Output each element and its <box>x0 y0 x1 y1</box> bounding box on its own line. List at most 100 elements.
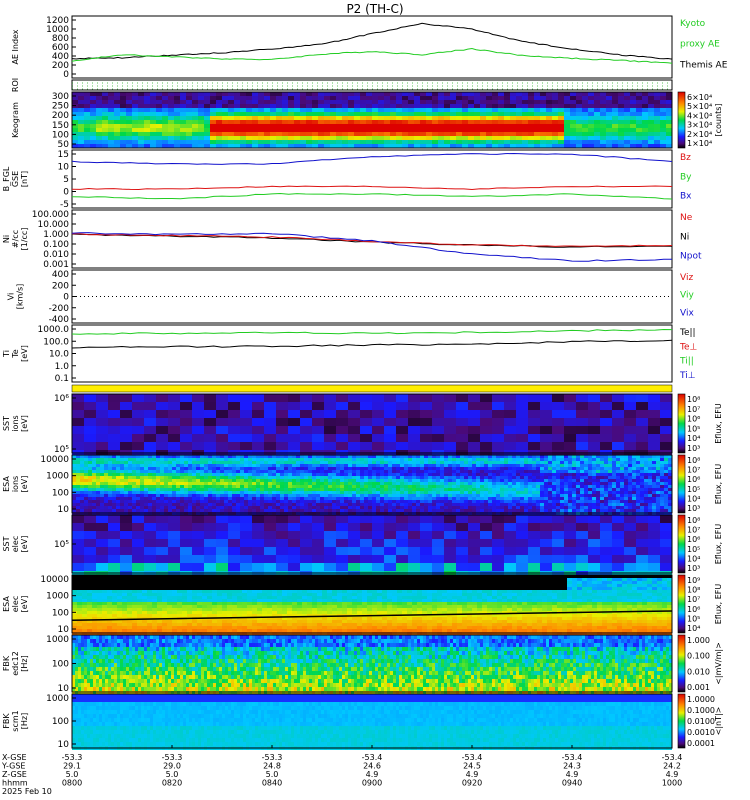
esa-ion-cell <box>320 473 324 476</box>
esa-ion-cell <box>352 503 356 506</box>
esa-ion-cell <box>324 500 328 503</box>
esa-ion-cell <box>280 464 284 467</box>
keogram-cell <box>432 108 438 112</box>
temperature-legend-0: Te|| <box>679 328 696 338</box>
sst_ion-cell <box>216 410 228 418</box>
esa-ion-cell <box>652 482 656 485</box>
keogram-cell <box>144 100 150 104</box>
esa-ion-cell <box>588 482 592 485</box>
esa-ion-cell <box>252 464 256 467</box>
esa-ion-cell <box>168 509 172 512</box>
esa-ion-cell <box>516 509 520 512</box>
esa-ion-cell <box>220 494 224 497</box>
sst_ion-cell <box>192 426 204 434</box>
keogram-cell <box>240 96 246 100</box>
esa-ion-cell <box>564 476 568 479</box>
keogram-cell <box>336 108 342 112</box>
esa-ion-cell <box>644 509 648 512</box>
keogram-cell <box>366 136 372 140</box>
esa-ion-cell <box>516 458 520 461</box>
esa-ion-cell <box>268 500 272 503</box>
keogram-cell <box>246 112 252 116</box>
esa-ion-cell <box>228 461 232 464</box>
esa-ion-cell <box>320 455 324 458</box>
esa-ion-cell <box>372 476 376 479</box>
esa-ion-cell <box>660 491 664 494</box>
keogram-cell <box>126 112 132 116</box>
esa-ion-cell <box>576 458 580 461</box>
velocity-legend-0: Viz <box>680 273 693 283</box>
keogram-cell <box>570 120 576 124</box>
keogram-cell <box>600 132 606 136</box>
esa_ion-colorbar-tick: 10⁴ <box>687 494 700 503</box>
esa-ion-cell <box>308 482 312 485</box>
esa-ion-cell <box>76 503 80 506</box>
esa-ion-cell <box>184 461 188 464</box>
keogram-cell <box>264 112 270 116</box>
sst_ion-cell <box>372 442 384 450</box>
keogram-cell <box>108 108 114 112</box>
esa-ion-cell <box>372 506 376 509</box>
keogram-cell <box>540 140 546 144</box>
esa-ion-cell <box>112 476 116 479</box>
esa-ion-cell <box>164 479 168 482</box>
esa-ion-cell <box>332 509 336 512</box>
sst_ion-cell <box>324 434 336 442</box>
esa-ion-cell <box>268 491 272 494</box>
keogram-cell <box>642 116 648 120</box>
esa-ion-cell <box>160 467 164 470</box>
esa-ion-cell <box>272 479 276 482</box>
keogram-cell <box>102 108 108 112</box>
sst_ion-cell <box>408 418 420 426</box>
esa-ion-cell <box>560 467 564 470</box>
esa-ion-cell <box>556 482 560 485</box>
keogram-cell <box>654 136 660 140</box>
esa-ion-cell <box>284 509 288 512</box>
keogram-cell <box>354 136 360 140</box>
keogram-cell <box>108 140 114 144</box>
esa-ion-cell <box>604 476 608 479</box>
esa-ion-cell <box>288 500 292 503</box>
esa-ion-cell <box>476 494 480 497</box>
esa-ion-cell <box>492 488 496 491</box>
esa-ion-cell <box>316 476 320 479</box>
esa-ion-cell <box>132 509 136 512</box>
keogram-cell <box>354 120 360 124</box>
esa-ion-cell <box>648 494 652 497</box>
density-legend-2: Npot <box>680 252 702 262</box>
esa-ion-cell <box>276 500 280 503</box>
keogram-cell <box>666 132 672 136</box>
keogram-cell <box>336 104 342 108</box>
esa-ion-cell <box>296 470 300 473</box>
esa-ion-cell <box>316 473 320 476</box>
keogram-cell <box>480 140 486 144</box>
esa-ion-cell <box>348 506 352 509</box>
esa-ion-cell <box>396 470 400 473</box>
esa-ion-cell <box>444 473 448 476</box>
esa-ion-cell <box>644 506 648 509</box>
esa-ion-cell <box>536 467 540 470</box>
esa-ion-cell <box>320 488 324 491</box>
esa-ion-cell <box>116 485 120 488</box>
esa-ion-cell <box>572 503 576 506</box>
keogram-cell <box>504 144 510 148</box>
sst_ion-cell <box>384 402 396 410</box>
keogram-cell <box>222 116 228 120</box>
esa-ion-cell <box>220 503 224 506</box>
sst_ion-cell <box>372 450 384 458</box>
esa-ion-cell <box>300 476 304 479</box>
esa-ion-cell <box>520 458 524 461</box>
esa-ion-cell <box>180 506 184 509</box>
esa-ion-cell <box>384 461 388 464</box>
esa-ion-cell <box>324 479 328 482</box>
esa-ion-cell <box>460 482 464 485</box>
keogram-cell <box>552 96 558 100</box>
esa-ion-cell <box>516 467 520 470</box>
esa-ion-cell <box>484 509 488 512</box>
esa-ion-cell <box>188 485 192 488</box>
esa-ion-cell <box>92 497 96 500</box>
esa-ion-cell <box>336 467 340 470</box>
esa-ion-cell <box>116 473 120 476</box>
esa-ion-cell <box>200 500 204 503</box>
